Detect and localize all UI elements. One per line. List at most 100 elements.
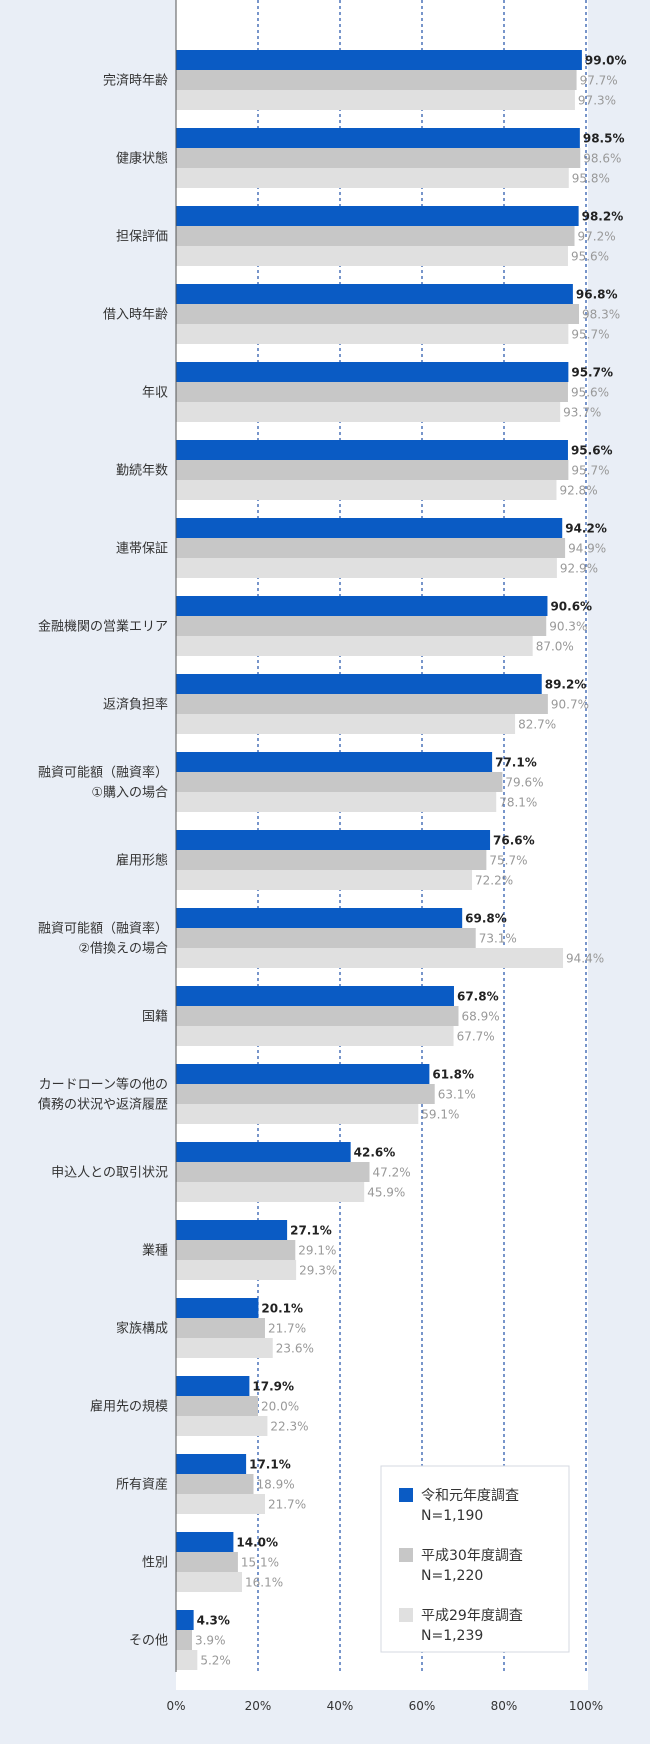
value-label: 3.9% xyxy=(195,1634,226,1648)
bar-series-2 xyxy=(176,1396,258,1416)
value-label: 67.7% xyxy=(457,1030,495,1044)
value-label: 63.1% xyxy=(438,1088,476,1102)
value-label: 97.3% xyxy=(578,94,616,108)
bars xyxy=(176,50,582,1670)
value-label: 20.0% xyxy=(261,1400,299,1414)
value-label: 21.7% xyxy=(268,1322,306,1336)
value-label: 95.6% xyxy=(571,444,613,458)
bar-series-2 xyxy=(176,616,547,636)
bar-series-2 xyxy=(176,1006,459,1026)
bar-series-1 xyxy=(176,986,454,1006)
bar-series-3 xyxy=(176,1260,297,1280)
x-tick-label: 100% xyxy=(569,1699,603,1713)
category-label: 年収 xyxy=(142,386,168,401)
bar-series-2 xyxy=(176,304,580,324)
value-label: 5.2% xyxy=(200,1654,231,1668)
bar-series-1 xyxy=(176,440,568,460)
value-label: 95.8% xyxy=(572,172,610,186)
x-tick-label: 60% xyxy=(409,1699,436,1713)
value-label: 4.3% xyxy=(197,1614,230,1628)
value-label: 98.5% xyxy=(583,132,625,146)
value-label: 97.7% xyxy=(580,74,618,88)
category-label: 返済負担率 xyxy=(103,697,168,713)
bar-series-1 xyxy=(176,50,582,70)
bar-series-2 xyxy=(176,1162,370,1182)
legend-n-label: N=1,190 xyxy=(421,1508,483,1524)
legend-label: 平成30年度調査 xyxy=(421,1548,523,1564)
value-label: 95.7% xyxy=(571,366,613,380)
value-label: 89.2% xyxy=(545,678,587,692)
bar-series-2 xyxy=(176,1630,192,1650)
bar-series-2 xyxy=(176,70,577,90)
category-label: 雇用先の規模 xyxy=(90,1399,168,1415)
bar-series-3 xyxy=(176,402,561,422)
value-label: 45.9% xyxy=(367,1186,405,1200)
value-label: 29.3% xyxy=(299,1264,337,1278)
bar-series-3 xyxy=(176,324,569,344)
bar-series-2 xyxy=(176,928,476,948)
legend-label: 平成29年度調査 xyxy=(421,1608,523,1624)
bar-series-1 xyxy=(176,830,491,850)
category-label: 融資可能額（融資率） ①購入の場合 xyxy=(38,765,168,801)
bar-series-2 xyxy=(176,1474,254,1494)
value-label: 59.1% xyxy=(421,1108,459,1122)
bar-series-3 xyxy=(176,90,575,110)
bar-series-2 xyxy=(176,1552,238,1572)
category-label: 性別 xyxy=(142,1556,168,1571)
legend: 令和元年度調査 N=1,190 平成30年度調査 N=1,220 平成29年度調査 N=1… xyxy=(380,1465,570,1653)
category-label: 完済時年齢 xyxy=(103,73,168,89)
legend-n-label: N=1,220 xyxy=(421,1568,483,1584)
bar-series-3 xyxy=(176,480,557,500)
category-label: 国籍 xyxy=(142,1009,168,1025)
category-label: 融資可能額（融資率） ②借換えの場合 xyxy=(38,921,168,957)
value-label: 99.0% xyxy=(585,54,627,68)
bar-series-3 xyxy=(176,1104,419,1124)
bar-series-2 xyxy=(176,226,575,246)
category-label: 業種 xyxy=(142,1243,168,1259)
bar-series-3 xyxy=(176,1650,198,1670)
value-label: 79.6% xyxy=(505,776,543,790)
legend-label: 令和元年度調査 xyxy=(421,1488,519,1504)
bar-series-2 xyxy=(176,850,487,870)
value-label: 69.8% xyxy=(465,912,507,926)
bar-series-3 xyxy=(176,168,569,188)
value-label: 75.7% xyxy=(489,854,527,868)
category-labels: 完済時年齢健康状態担保評価借入時年齢年収勤続年数連帯保証金融機関の営業エリア返済… xyxy=(38,73,168,1649)
bar-series-1 xyxy=(176,1532,234,1552)
value-label: 90.6% xyxy=(550,600,592,614)
value-label: 73.1% xyxy=(479,932,517,946)
category-label: 勤続年数 xyxy=(116,464,168,479)
bar-series-3 xyxy=(176,1572,243,1592)
bar-series-1 xyxy=(176,518,563,538)
value-label: 95.6% xyxy=(571,250,609,264)
x-tick-label: 0% xyxy=(166,1699,185,1713)
value-label: 78.1% xyxy=(499,796,537,810)
category-label: 健康状態 xyxy=(116,151,168,167)
bar-series-1 xyxy=(176,362,569,382)
value-label: 97.2% xyxy=(578,230,616,244)
value-label: 72.2% xyxy=(475,874,513,888)
bar-series-2 xyxy=(176,1240,296,1260)
value-label: 90.3% xyxy=(549,620,587,634)
value-label: 20.1% xyxy=(261,1302,303,1316)
bar-series-3 xyxy=(176,792,497,812)
category-label: 所有資産 xyxy=(116,1477,168,1493)
bar-series-2 xyxy=(176,148,581,168)
bar-series-1 xyxy=(176,596,548,616)
category-label: 担保評価 xyxy=(116,230,168,245)
bar-series-3 xyxy=(176,948,564,968)
x-tick-label: 80% xyxy=(491,1699,518,1713)
bar-series-3 xyxy=(176,870,473,890)
bar-series-3 xyxy=(176,1338,273,1358)
x-tick-label: 20% xyxy=(245,1699,272,1713)
value-label: 76.6% xyxy=(493,834,535,848)
value-label: 22.3% xyxy=(270,1420,308,1434)
value-label: 27.1% xyxy=(290,1224,332,1238)
value-label: 14.0% xyxy=(236,1536,278,1550)
bar-series-1 xyxy=(176,674,542,694)
value-label: 77.1% xyxy=(495,756,537,770)
bar-series-3 xyxy=(176,1026,454,1046)
bar-series-2 xyxy=(176,460,569,480)
bar-series-2 xyxy=(176,1084,435,1104)
value-label: 92.9% xyxy=(560,562,598,576)
